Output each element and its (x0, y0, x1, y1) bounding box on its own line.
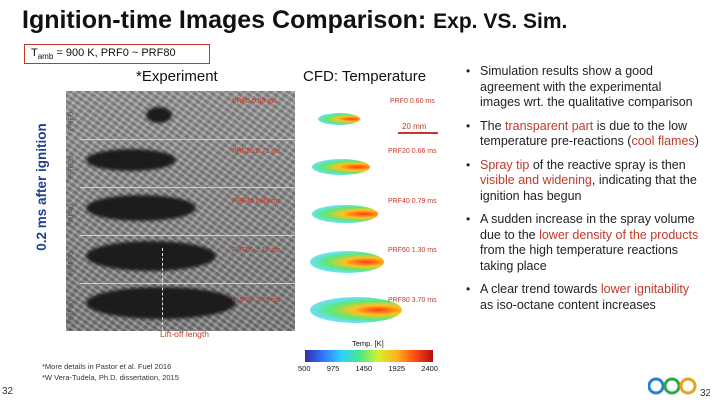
bullet-text: A sudden increase in the spray volume du… (480, 212, 695, 242)
condition-rest: = 900 K, PRF0 ~ PRF80 (53, 47, 176, 59)
bullet-text: Simulation results show a good agreement… (480, 64, 693, 109)
temperature-colorbar (305, 350, 433, 362)
liftoff-label: Lift-off length (160, 329, 209, 339)
bullet-highlight: Spray tip (480, 157, 530, 172)
bullet-highlight: cool flames (631, 134, 695, 148)
bullet-text: , indicating that the ignition has begun (480, 173, 697, 203)
bullet-text: The (480, 118, 506, 133)
bullet-text: as iso-octane content increases (480, 297, 656, 312)
bullet-item: A clear trend towards lower ignitability… (464, 282, 704, 313)
bullet-text: from the high temperature reactions taki… (480, 243, 679, 273)
bullet-text: of the reactive spray is then (529, 157, 686, 172)
bullet-list: Simulation results show a good agreement… (464, 64, 704, 321)
colorbar-tick: 2400 (421, 364, 438, 373)
row-label-prf0: PRF0 (66, 111, 75, 131)
exp-time-prf40: PRF40 0.89 ms (232, 198, 281, 205)
cfd-time-prf60: PRF60 1.30 ms (388, 247, 437, 254)
colorbar-tick: 1925 (388, 364, 406, 373)
colorbar-title: Temp. [K] (352, 339, 384, 348)
row-label-prf40: PRF40 (66, 203, 75, 227)
condition-box: Tamb = 900 K, PRF0 ~ PRF80 (24, 44, 210, 64)
row-label-prf60: PRF60 (66, 251, 75, 275)
row-separator (80, 187, 295, 188)
footnotes: *More details in Pastor et al. Fuel 2016… (42, 361, 179, 383)
bullet-item: Spray tip of the reactive spray is then … (464, 158, 704, 205)
row-separator (80, 139, 295, 140)
bullet-highlight: visible and widening (480, 173, 592, 187)
scale-bar (398, 132, 438, 134)
footnote: *W Vera-Tudela, Ph.D. dissertation, 2015 (42, 373, 179, 382)
bullet-item: A sudden increase in the spray volume du… (464, 212, 704, 274)
colorbar-ticks: 500 975 1450 1925 2400 (298, 364, 438, 373)
experiment-header: *Experiment (136, 68, 218, 85)
bullet-item: Simulation results show a good agreement… (464, 64, 704, 111)
liftoff-marker-line (162, 248, 163, 330)
vertical-time-label: 0.2 ms after ignition (34, 123, 49, 251)
bullet-text: is due to the low temperature pre-reacti… (480, 118, 688, 149)
condition-t: T (31, 47, 38, 59)
bullet-highlight: transparent part (505, 118, 594, 133)
row-label-prf20: PRF20 (66, 155, 75, 179)
footnote: *More details in Pastor et al. Fuel 2016 (42, 362, 172, 371)
cfd-time-prf0: PRF0 0.60 ms (390, 98, 435, 105)
cfd-time-prf40: PRF40 0.79 ms (388, 198, 437, 205)
exp-spray-prf80 (86, 287, 236, 319)
exp-time-prf20: PRF20 0.71 ms (232, 148, 281, 155)
colorbar-tick: 975 (326, 364, 340, 373)
bullet-text: ) (694, 134, 699, 148)
ecn-logo-icon: 32 (648, 377, 710, 399)
cfd-time-prf80: PRF80 3.70 ms (388, 297, 437, 304)
bullet-item: The transparent part is due to the low t… (464, 119, 704, 150)
row-separator (80, 235, 295, 236)
logo-number: 32 (700, 388, 710, 399)
exp-time-prf60: PRF60 1.10 ms (232, 247, 281, 254)
cfd-plume-prf40 (312, 205, 378, 223)
bullet-highlight: lower ignitability (600, 282, 690, 296)
cfd-time-prf20: PRF20 0.66 ms (388, 148, 437, 155)
cfd-plume-prf60 (310, 251, 384, 273)
cfd-plume-prf80 (310, 297, 402, 323)
bullet-text: A clear trend towards (480, 282, 601, 296)
page-number: 32 (2, 386, 14, 397)
slide-title-main: Ignition-time Images Comparison: (22, 6, 434, 34)
exp-spray-prf0 (146, 107, 172, 123)
row-separator (80, 283, 295, 284)
exp-spray-prf60 (86, 241, 216, 271)
exp-spray-prf40 (86, 195, 196, 221)
condition-t-sub: amb (37, 52, 54, 62)
slide-title-sub: Exp. VS. Sim. (433, 10, 568, 33)
bullet-highlight: lower density of the products (539, 227, 699, 242)
exp-time-prf80: PRF80 2.35 ms (232, 297, 281, 304)
row-label-prf80: PRF80 (66, 299, 75, 323)
cfd-plume-prf0 (318, 113, 360, 125)
cfd-image-panel (300, 91, 448, 331)
cfd-plume-prf20 (312, 159, 370, 175)
experiment-image-panel (66, 91, 295, 331)
exp-time-prf0: PRF0 0.53 ms (232, 98, 277, 105)
exp-spray-prf20 (86, 149, 176, 171)
colorbar-tick: 1450 (355, 364, 373, 373)
scale-bar-label: 20 mm (402, 122, 427, 131)
cfd-header: CFD: Temperature (303, 68, 427, 85)
slide-title: Ignition-time Images Comparison: Exp. VS… (22, 6, 567, 35)
colorbar-tick: 500 (298, 364, 311, 373)
